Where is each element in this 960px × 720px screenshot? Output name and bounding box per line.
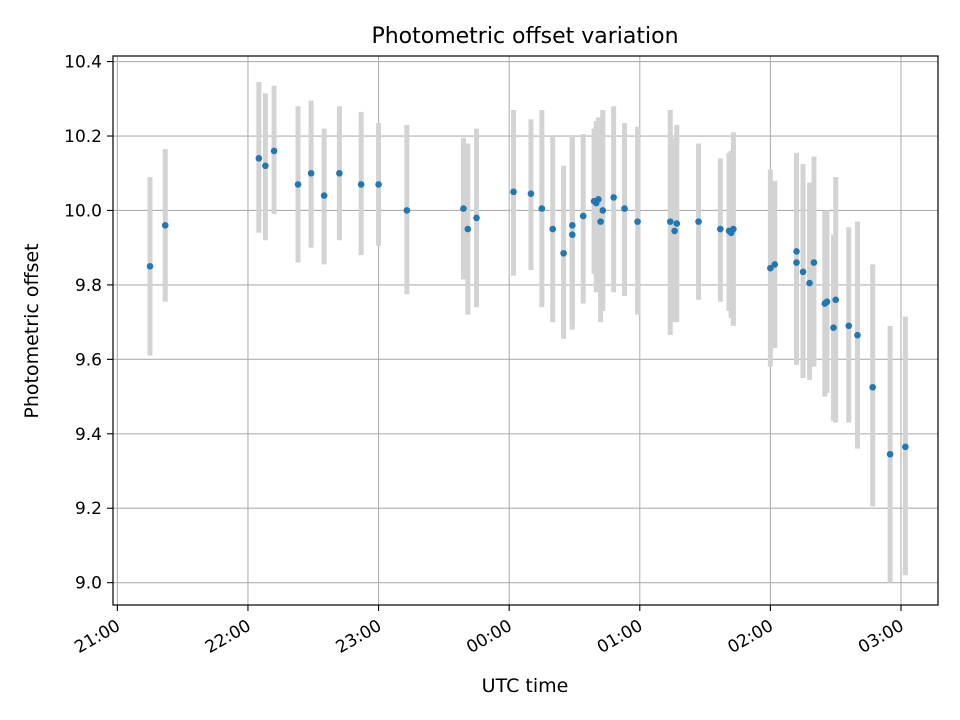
data-point bbox=[270, 147, 278, 155]
data-point bbox=[569, 231, 576, 238]
data-point bbox=[671, 227, 678, 235]
y-axis-ticks: 9.0 9.2 9.4 9.6 9.8 10.0 10.2 10.4 bbox=[64, 53, 113, 594]
data-point bbox=[666, 218, 674, 225]
data-point bbox=[854, 331, 861, 339]
data-point bbox=[823, 298, 831, 305]
data-point bbox=[845, 322, 853, 330]
data-point bbox=[599, 207, 607, 214]
data-point bbox=[560, 249, 567, 257]
y-tick-label: 10.4 bbox=[64, 53, 102, 73]
y-axis-label: Photometric offset bbox=[21, 243, 43, 418]
data-point bbox=[610, 194, 617, 201]
data-point bbox=[810, 259, 818, 266]
data-point bbox=[634, 218, 641, 225]
data-point bbox=[336, 169, 343, 177]
data-point bbox=[460, 205, 467, 212]
data-point bbox=[793, 248, 800, 255]
y-tick-label: 9.2 bbox=[75, 499, 102, 519]
data-point bbox=[294, 181, 302, 188]
data-point bbox=[473, 214, 480, 222]
x-axis-label: UTC time bbox=[482, 675, 569, 697]
data-point bbox=[902, 443, 909, 451]
data-point bbox=[717, 225, 724, 233]
data-point bbox=[403, 207, 411, 214]
data-point bbox=[771, 261, 779, 268]
data-point bbox=[579, 212, 587, 220]
data-point bbox=[886, 450, 894, 458]
plot-area bbox=[113, 56, 938, 605]
y-tick-label: 9.8 bbox=[75, 276, 102, 296]
data-point bbox=[538, 205, 546, 212]
data-point bbox=[597, 218, 604, 225]
data-points bbox=[146, 147, 909, 458]
data-point bbox=[730, 225, 737, 233]
y-tick-label: 9.4 bbox=[75, 425, 102, 445]
data-point bbox=[375, 181, 382, 188]
data-point bbox=[569, 222, 576, 229]
data-point bbox=[464, 225, 472, 233]
y-tick-label: 9.0 bbox=[75, 574, 102, 594]
data-point bbox=[255, 155, 263, 162]
data-point bbox=[510, 188, 517, 196]
data-point bbox=[767, 264, 774, 272]
data-point bbox=[621, 205, 628, 212]
data-point bbox=[357, 181, 365, 188]
data-point bbox=[549, 225, 557, 233]
y-tick-label: 10.0 bbox=[64, 201, 102, 221]
data-point bbox=[869, 383, 876, 391]
data-point bbox=[161, 222, 169, 229]
y-tick-label: 9.6 bbox=[75, 350, 102, 370]
plot-frame bbox=[112, 55, 939, 606]
data-point bbox=[262, 162, 269, 170]
data-point bbox=[673, 220, 681, 227]
data-point bbox=[146, 262, 154, 270]
data-point bbox=[830, 324, 837, 332]
data-point bbox=[799, 268, 807, 276]
chart-title: Photometric offset variation bbox=[371, 24, 678, 49]
data-point bbox=[307, 169, 315, 177]
data-point bbox=[527, 190, 535, 198]
data-point bbox=[793, 259, 800, 266]
data-point bbox=[595, 195, 602, 203]
data-point bbox=[832, 296, 839, 304]
y-tick-label: 10.2 bbox=[64, 127, 102, 147]
data-point bbox=[320, 192, 328, 199]
data-point bbox=[806, 279, 813, 287]
data-point bbox=[695, 218, 702, 225]
